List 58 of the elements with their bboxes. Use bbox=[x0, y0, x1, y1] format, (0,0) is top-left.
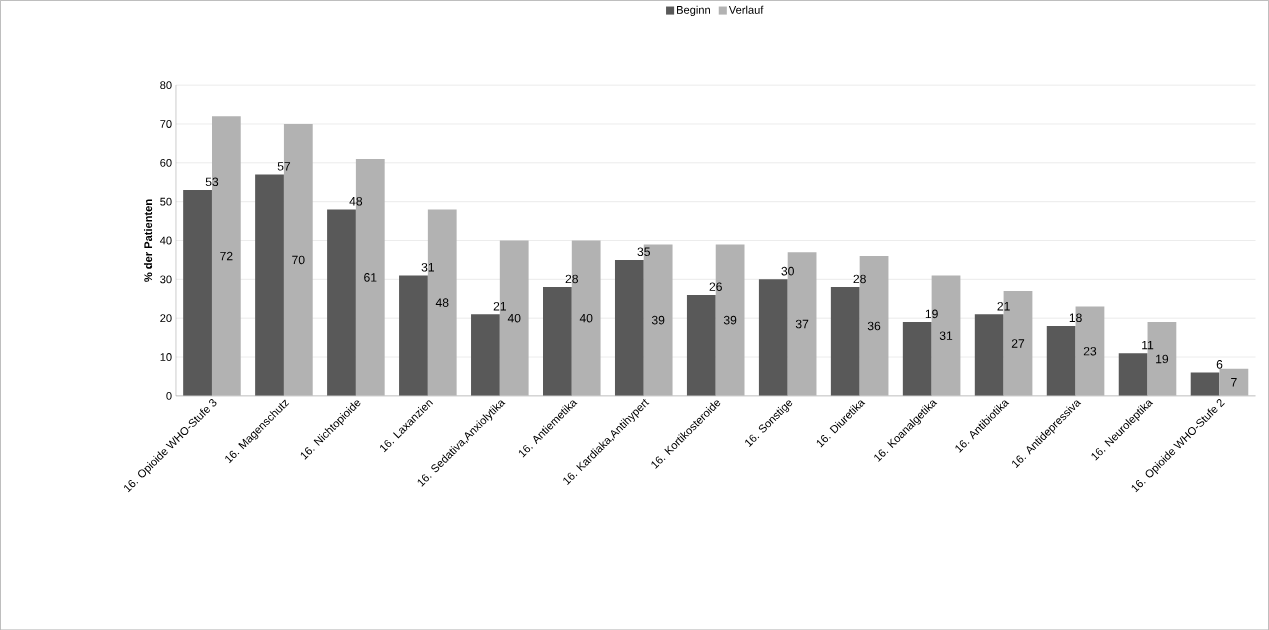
data-label: 37 bbox=[795, 319, 809, 329]
bar bbox=[255, 174, 284, 396]
data-label: 21 bbox=[493, 301, 506, 311]
data-label: 28 bbox=[565, 274, 578, 284]
data-label: 26 bbox=[709, 282, 722, 291]
bar bbox=[902, 321, 932, 396]
bar bbox=[830, 286, 860, 396]
bar bbox=[543, 286, 572, 396]
bar bbox=[758, 279, 788, 396]
data-label: 70 bbox=[292, 255, 305, 265]
data-label: 31 bbox=[939, 331, 953, 340]
y-tick-label: 10 bbox=[160, 352, 172, 361]
y-tick-label: 40 bbox=[159, 236, 172, 245]
bar bbox=[686, 294, 716, 396]
data-label: 40 bbox=[507, 313, 521, 323]
bar bbox=[1118, 352, 1148, 396]
bar bbox=[614, 259, 644, 396]
data-label: 48 bbox=[435, 298, 449, 307]
bar bbox=[183, 189, 212, 396]
bar bbox=[327, 209, 356, 396]
data-label: 28 bbox=[853, 274, 866, 284]
bar bbox=[1046, 325, 1076, 396]
y-tick-label: 50 bbox=[160, 197, 172, 206]
data-label: 39 bbox=[723, 315, 737, 325]
data-label: 19 bbox=[1156, 354, 1169, 364]
data-label: 61 bbox=[364, 272, 377, 282]
bar bbox=[1219, 368, 1249, 396]
y-tick-label: 30 bbox=[160, 275, 172, 284]
data-label: 35 bbox=[637, 247, 650, 256]
y-tick-label: 60 bbox=[160, 158, 172, 167]
y-tick-label: 0 bbox=[166, 391, 172, 400]
data-label: 27 bbox=[1011, 339, 1025, 348]
y-tick-label: 70 bbox=[160, 119, 172, 128]
data-label: 53 bbox=[205, 177, 219, 186]
data-label: 6 bbox=[1216, 359, 1223, 369]
data-label: 48 bbox=[349, 196, 363, 206]
y-axis-title: % der Patienten bbox=[143, 199, 153, 282]
data-label: 11 bbox=[1142, 340, 1154, 350]
data-label: 36 bbox=[867, 321, 881, 331]
data-label: 19 bbox=[925, 309, 938, 318]
data-label: 7 bbox=[1231, 377, 1237, 387]
data-label: 23 bbox=[1083, 346, 1097, 356]
data-label: 72 bbox=[220, 251, 233, 261]
legend-label: Verlauf bbox=[728, 5, 764, 14]
data-label: 30 bbox=[781, 266, 794, 276]
data-label: 18 bbox=[1069, 313, 1082, 322]
bar bbox=[974, 314, 1004, 396]
bar bbox=[1190, 372, 1220, 396]
bar bbox=[399, 275, 428, 396]
y-tick-label: 20 bbox=[160, 314, 172, 322]
y-tick-label: 80 bbox=[160, 81, 172, 89]
data-label: 40 bbox=[579, 313, 593, 323]
bar bbox=[471, 314, 500, 396]
data-label: 21 bbox=[997, 301, 1010, 311]
data-label: 39 bbox=[651, 315, 665, 325]
data-label: 57 bbox=[277, 161, 291, 171]
legend-label: Beginn bbox=[677, 5, 710, 16]
data-label: 31 bbox=[421, 262, 434, 272]
